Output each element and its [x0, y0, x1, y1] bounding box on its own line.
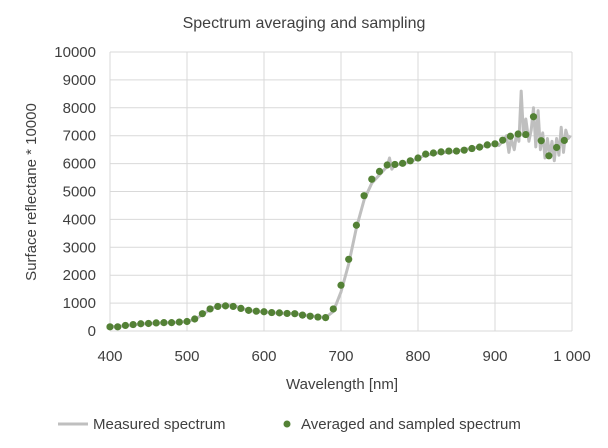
data-point-averaged: [160, 319, 168, 327]
data-point-averaged: [121, 321, 129, 330]
x-axis-label: Wavelength [nm]: [286, 376, 398, 393]
data-point-averaged: [168, 319, 176, 327]
data-point-averaged: [152, 319, 160, 327]
x-tick-label: 700: [328, 348, 353, 365]
legend-label-measured: Measured spectrum: [93, 416, 226, 433]
data-point-averaged: [529, 113, 538, 121]
x-tick-label: 500: [174, 348, 199, 365]
data-point-averaged: [137, 320, 145, 328]
x-tick-label: 900: [482, 348, 507, 365]
chart-title: Spectrum averaging and sampling: [183, 15, 426, 32]
data-point-averaged: [514, 130, 522, 138]
data-point-averaged: [345, 255, 353, 263]
y-axis-ticks: 0 1000 2000 3000 4000 5000 6000 7000 8000 9000 100…: [54, 44, 96, 340]
y-tick-label: 7000: [63, 128, 96, 145]
data-point-averaged: [560, 136, 568, 145]
data-point-averaged: [198, 310, 206, 318]
x-tick-label: 800: [405, 348, 430, 365]
legend: Measured spectrum Averaged and sampled s…: [58, 416, 521, 433]
data-point-averaged: [337, 281, 345, 289]
data-point-averaged: [399, 159, 407, 167]
data-point-averaged: [437, 148, 445, 156]
data-point-averaged: [452, 147, 461, 155]
x-tick-label: 400: [97, 348, 122, 365]
data-point-averaged: [306, 312, 314, 320]
data-point-averaged: [491, 140, 499, 148]
data-point-averaged: [506, 132, 514, 140]
data-point-averaged: [383, 161, 391, 169]
data-point-averaged: [537, 137, 545, 145]
data-point-averaged: [260, 308, 268, 316]
data-point-averaged: [476, 143, 484, 151]
data-point-averaged: [329, 305, 337, 313]
data-point-averaged: [291, 310, 299, 318]
data-point-averaged: [144, 319, 153, 328]
data-point-averaged: [314, 313, 322, 321]
data-point-averaged: [252, 307, 260, 315]
y-tick-label: 6000: [63, 156, 96, 173]
y-tick-label: 10000: [54, 44, 96, 61]
data-point-averaged: [422, 150, 430, 158]
gridlines: [109, 51, 573, 332]
legend-label-averaged: Averaged and sampled spectrum: [301, 416, 521, 433]
y-tick-label: 8000: [63, 100, 96, 117]
data-point-averaged: [368, 175, 376, 183]
y-axis-label: Surface reflectane * 10000: [23, 103, 40, 281]
data-point-averaged: [483, 141, 491, 149]
data-point-averaged: [360, 192, 368, 200]
x-axis-ticks: 400 500 600 700 800 900 1 000: [97, 348, 590, 365]
data-point-averaged: [237, 304, 245, 313]
data-point-averaged: [460, 146, 468, 154]
data-point-averaged: [414, 154, 422, 162]
data-point-averaged: [268, 308, 276, 317]
x-tick-label: 1 000: [553, 348, 591, 365]
data-point-averaged: [114, 323, 122, 331]
data-point-averaged: [175, 318, 183, 326]
y-tick-label: 3000: [63, 239, 96, 256]
data-point-averaged: [229, 302, 237, 311]
x-tick-label: 600: [251, 348, 276, 365]
data-point-averaged: [191, 315, 199, 323]
data-point-averaged: [352, 221, 360, 229]
data-point-averaged: [499, 136, 507, 144]
data-point-averaged: [322, 314, 330, 322]
y-tick-label: 9000: [63, 72, 96, 89]
legend-dot-swatch: [283, 420, 291, 428]
data-point-averaged: [183, 317, 191, 326]
y-tick-label: 0: [88, 323, 96, 340]
data-point-averaged: [245, 306, 253, 314]
y-tick-label: 1000: [63, 295, 96, 312]
data-point-averaged: [406, 157, 414, 165]
data-point-averaged: [106, 323, 114, 331]
data-point-averaged: [206, 305, 214, 313]
data-point-averaged: [298, 311, 307, 319]
data-point-averaged: [129, 320, 137, 329]
data-point-averaged: [468, 144, 476, 153]
data-point-averaged: [391, 160, 399, 169]
data-point-averaged: [275, 309, 283, 317]
data-point-averaged: [553, 143, 561, 152]
data-point-averaged: [429, 149, 437, 157]
data-point-averaged: [283, 309, 291, 318]
y-tick-label: 4000: [63, 211, 96, 228]
data-point-averaged: [214, 302, 222, 311]
data-point-averaged: [522, 130, 530, 139]
data-point-averaged: [221, 302, 230, 310]
data-point-averaged: [545, 152, 553, 160]
plot-area: [106, 89, 572, 331]
y-tick-label: 2000: [63, 267, 96, 284]
data-point-averaged: [445, 147, 453, 155]
data-point-averaged: [375, 167, 384, 176]
series-line-measured-spectrum: [109, 89, 572, 329]
y-tick-label: 5000: [63, 184, 96, 201]
